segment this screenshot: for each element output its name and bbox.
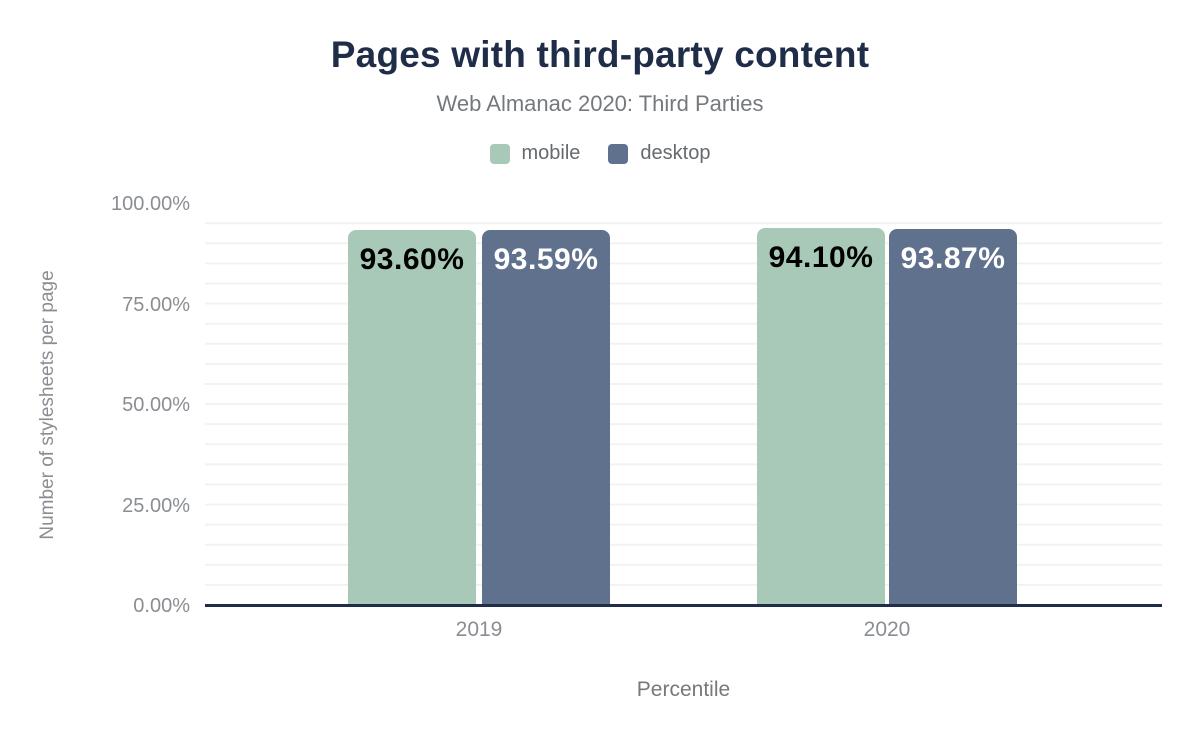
- x-tick-2020: 2020: [863, 618, 911, 641]
- x-axis-line: [205, 604, 1162, 607]
- y-tick-50: 50.00%: [122, 394, 190, 416]
- desktop-swatch-icon: [608, 143, 629, 164]
- chart-title: Pages with third-party content: [330, 34, 870, 75]
- plot-area: 93.60% 93.59% 94.10% 93.87%: [205, 204, 1162, 606]
- bar-value-label: 93.87%: [900, 241, 1006, 275]
- bar-value-label: 93.59%: [493, 242, 599, 276]
- x-tick-2019: 2019: [455, 618, 503, 641]
- mobile-swatch-icon: [489, 143, 510, 164]
- bar-value-label: 94.10%: [768, 240, 874, 274]
- y-tick-75: 75.00%: [122, 293, 190, 316]
- y-axis-title: Number of stylesheets per page: [37, 270, 58, 540]
- legend-item-mobile[interactable]: mobile: [489, 142, 581, 165]
- bar-value-label: 93.60%: [359, 242, 465, 276]
- bar-mobile-2019[interactable]: 93.60%: [348, 229, 476, 606]
- legend: mobile desktop: [0, 142, 1200, 165]
- legend-label-desktop: desktop: [640, 142, 711, 164]
- chart-subtitle: Web Almanac 2020: Third Parties: [436, 91, 764, 116]
- legend-label-mobile: mobile: [521, 142, 581, 164]
- bar-mobile-2020[interactable]: 94.10%: [757, 227, 885, 606]
- y-tick-100: 100.00%: [111, 193, 190, 215]
- y-tick-0: 0.00%: [133, 595, 190, 617]
- bar-desktop-2019[interactable]: 93.59%: [482, 229, 610, 606]
- x-axis-title: Percentile: [636, 678, 731, 701]
- bar-desktop-2020[interactable]: 93.87%: [889, 228, 1017, 606]
- legend-item-desktop[interactable]: desktop: [608, 142, 710, 165]
- y-tick-25: 25.00%: [122, 494, 190, 517]
